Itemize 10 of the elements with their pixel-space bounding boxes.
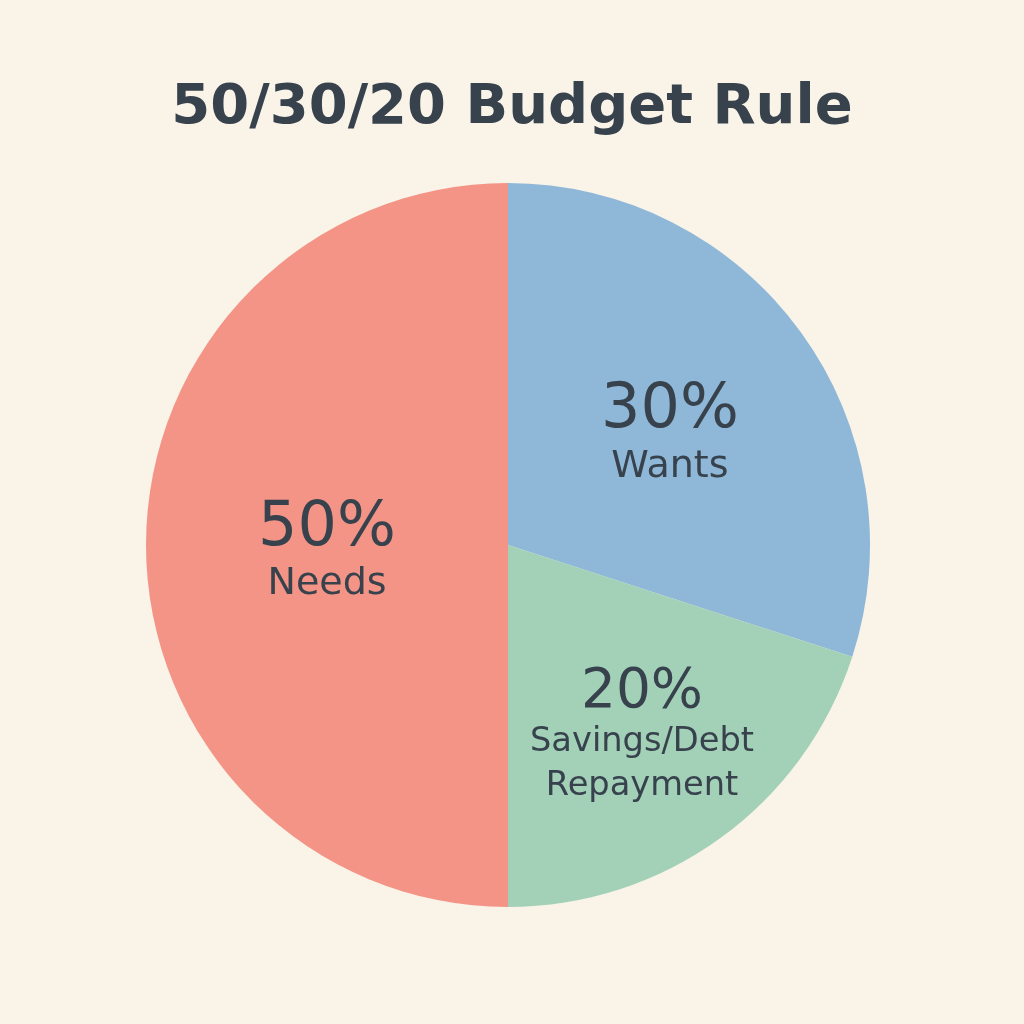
slice-label: Savings/Debt Repayment bbox=[530, 720, 755, 803]
chart-title: 50/30/20 Budget Rule bbox=[171, 70, 853, 136]
data-label: 50% bbox=[258, 486, 396, 560]
slice-label: Wants bbox=[611, 441, 729, 486]
data-label: 20% bbox=[580, 656, 704, 721]
data-label: 30% bbox=[600, 369, 739, 443]
slice-label: Needs bbox=[267, 559, 387, 604]
pie-slice bbox=[146, 183, 508, 907]
pie-slice bbox=[508, 545, 853, 907]
pie-slice bbox=[508, 183, 870, 657]
